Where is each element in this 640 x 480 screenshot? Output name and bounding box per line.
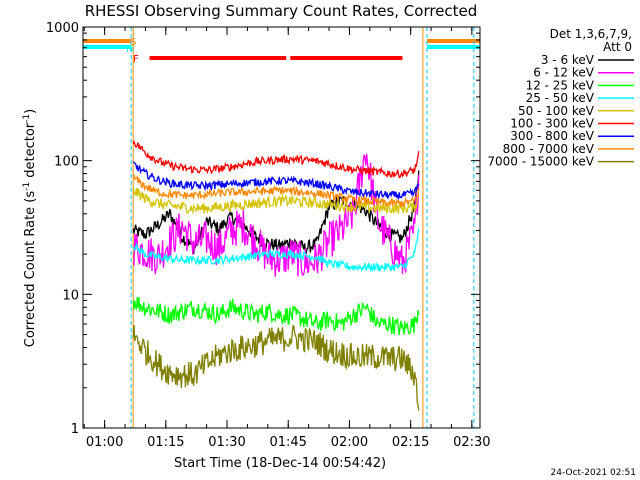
- x-tick-label: 02:15: [392, 435, 429, 450]
- series-line-4: [132, 186, 420, 215]
- y-axis: 1 10 100 1000: [46, 21, 480, 437]
- legend-label-1: 6 - 12 keV: [533, 66, 595, 80]
- series-line-2: [132, 297, 420, 335]
- x-tick-label: 01:00: [86, 435, 123, 450]
- series-line-1: [132, 153, 420, 277]
- plot-frame: [82, 26, 481, 429]
- x-tick-label: 01:45: [269, 435, 306, 450]
- legend-label-8: 7000 - 15000 keV: [487, 155, 594, 169]
- series-line-5: [132, 139, 420, 179]
- boundary-lines: [130, 27, 475, 428]
- chart-title: RHESSI Observing Summary Count Rates, Co…: [85, 2, 478, 20]
- legend-label-3: 25 - 50 keV: [526, 91, 595, 105]
- x-tick-label: 01:30: [208, 435, 245, 450]
- legend-label-5: 100 - 300 keV: [510, 117, 594, 131]
- flag-bars: [83, 39, 480, 60]
- flag-letter-F: F: [133, 54, 139, 65]
- legend-header-2: Att 0: [603, 40, 632, 54]
- legend-label-6: 300 - 800 keV: [510, 129, 594, 143]
- y-label-part-1: Corrected Count Rate (s: [23, 191, 38, 348]
- legend-label-7: 800 - 7000 keV: [503, 142, 595, 156]
- legend-label-0: 3 - 6 keV: [541, 53, 595, 67]
- x-axis-label: Start Time (18-Dec-14 00:54:42): [174, 456, 386, 471]
- flag-letter-N: N: [126, 44, 133, 55]
- y-label-part-2: detector: [23, 122, 38, 182]
- y-tick-label: 100: [54, 155, 79, 170]
- x-tick-label: 01:15: [147, 435, 184, 450]
- y-label-part-3: ): [23, 109, 38, 114]
- x-tick-label: 02:30: [453, 435, 490, 450]
- y-tick-label: 1: [71, 422, 79, 437]
- series-line-8: [132, 324, 420, 411]
- series-line-6: [132, 161, 420, 200]
- generation-timestamp: 24-Oct-2021 02:51: [551, 468, 636, 478]
- legend-header-1: Det 1,3,6,7,9,: [550, 27, 632, 41]
- x-tick-label: 02:00: [331, 435, 368, 450]
- y-axis-label: Corrected Count Rate (s-1 detector-1): [22, 109, 38, 347]
- series-line-3: [132, 228, 420, 273]
- y-label-sup-2: -1: [22, 114, 32, 123]
- series-layer: [132, 139, 420, 411]
- legend-label-2: 12 - 25 keV: [526, 78, 595, 92]
- flag-labels: SNF: [126, 37, 139, 65]
- flag-letter-S: S: [130, 37, 136, 48]
- y-label-sup-1: -1: [22, 182, 32, 191]
- y-tick-label: 10: [62, 288, 79, 303]
- x-axis: 01:00 01:15 01:30 01:45 02:00 02:15 02:30: [83, 27, 491, 450]
- legend-label-4: 50 - 100 keV: [518, 104, 595, 118]
- y-tick-label: 1000: [46, 21, 79, 36]
- series-line-7: [132, 173, 420, 208]
